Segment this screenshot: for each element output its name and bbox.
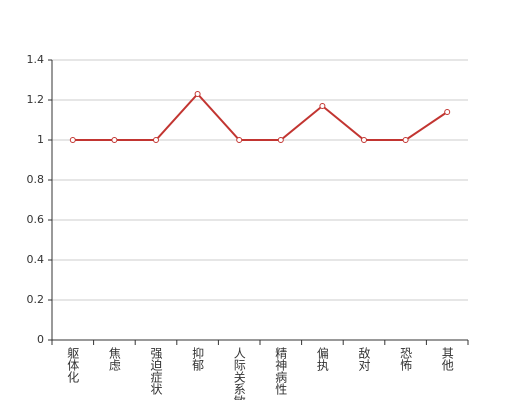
x-tick-label: 抑郁 — [191, 346, 205, 372]
y-tick-label: 0.4 — [27, 253, 45, 266]
y-tick-label: 0 — [37, 333, 44, 346]
y-tick-label: 1.2 — [27, 93, 45, 106]
point — [402, 137, 409, 143]
point — [194, 91, 201, 97]
point — [277, 137, 284, 143]
y-tick-label: 1 — [37, 133, 44, 146]
x-tick-label: 精神病性 — [274, 347, 288, 396]
point — [444, 109, 451, 115]
y-tick-label: 0.8 — [27, 173, 45, 186]
y-tick-label: 0.2 — [27, 293, 45, 306]
point — [361, 137, 367, 143]
y-tick-label: 1.4 — [27, 53, 45, 66]
x-tick-label: 强迫症状 — [149, 347, 163, 395]
point — [111, 137, 118, 143]
x-tick-label: 人际关系敏感 — [232, 347, 246, 400]
point — [69, 137, 76, 143]
x-tick-label: 敌对 — [357, 346, 371, 371]
x-tick-label: 躯体化 — [66, 346, 80, 384]
point — [319, 103, 326, 109]
x-tick-label: 恐怖 — [399, 347, 413, 371]
line — [72, 92, 448, 141]
point — [153, 137, 159, 143]
y-tick-label: 0.6 — [27, 213, 45, 226]
x-tick-label: 焦虑 — [107, 347, 121, 371]
x-tick-label: 偏执 — [315, 346, 329, 372]
point — [236, 137, 243, 143]
x-tick-label: 其他 — [440, 347, 454, 371]
